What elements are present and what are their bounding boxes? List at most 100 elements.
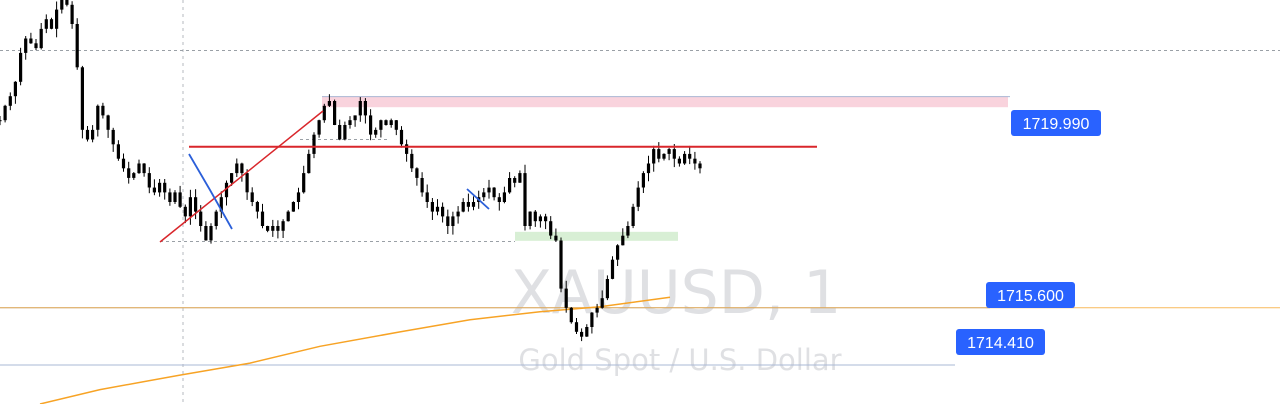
candle-body <box>399 129 404 145</box>
candle-body <box>39 28 43 49</box>
candle-body <box>564 288 568 308</box>
resistance-price-tag-bg <box>1011 110 1101 136</box>
candle-body <box>65 0 69 5</box>
candle-body <box>379 120 383 130</box>
drawings-layer <box>159 110 817 243</box>
candle-body <box>219 197 223 212</box>
candle-body <box>55 9 59 29</box>
candle-body <box>621 235 625 246</box>
candle-body <box>544 216 548 222</box>
candle-body <box>13 81 17 97</box>
candle-body <box>523 173 527 226</box>
candle-body <box>384 120 388 125</box>
candle-body <box>554 235 558 241</box>
candle-body <box>338 125 342 140</box>
candle-body <box>502 192 506 202</box>
moving-average-price-tag: 1715.600 <box>986 282 1075 308</box>
support-price-tag-text: 1714.410 <box>967 335 1034 352</box>
candle-body <box>677 158 681 164</box>
candle-body <box>672 149 676 159</box>
candle-body <box>348 120 352 125</box>
candle-body <box>24 38 28 53</box>
candle-body <box>286 211 290 222</box>
candle-body <box>605 279 609 299</box>
candle-body <box>178 192 182 207</box>
resistance-price-tag: 1719.990 <box>1011 110 1101 136</box>
candle-body <box>435 206 440 212</box>
candle-body <box>302 173 306 193</box>
candle-body <box>111 129 115 145</box>
candle-body <box>204 226 208 241</box>
candle-body <box>451 216 455 226</box>
candle-body <box>307 153 311 174</box>
candle-body <box>425 192 429 202</box>
candle-body <box>610 259 615 279</box>
candle-body <box>322 105 326 121</box>
candle-body <box>533 211 537 222</box>
candle-body <box>369 115 373 135</box>
candles-layer <box>0 0 702 342</box>
candle-body <box>441 206 445 217</box>
candle-body <box>461 202 465 212</box>
candle-body <box>199 211 203 226</box>
candle-body <box>595 307 599 313</box>
resistance-price-tag-text: 1719.990 <box>1023 116 1090 133</box>
candle-body <box>152 187 156 193</box>
candle-body <box>693 158 697 164</box>
candle-body <box>34 43 38 49</box>
supply-zone <box>322 96 1008 108</box>
candle-body <box>389 120 393 125</box>
moving-average-price-tag-bg <box>986 282 1075 308</box>
candle-body <box>549 221 553 236</box>
candle-body <box>446 216 450 226</box>
candle-body <box>363 101 367 116</box>
candle-body <box>85 129 90 140</box>
candle-body <box>518 173 522 183</box>
candle-body <box>667 149 671 154</box>
candle-body <box>333 101 337 125</box>
price-tags-layer: 1719.990 1715.600 1714.410 <box>956 110 1101 355</box>
candle-body <box>466 202 470 207</box>
candle-body <box>456 211 460 217</box>
candle-body <box>0 120 2 122</box>
candle-body <box>147 173 151 188</box>
candle-body <box>580 331 584 337</box>
watermark-description: Gold Spot / U.S. Dollar <box>518 343 841 377</box>
candle-body <box>240 163 244 174</box>
candle-body <box>80 67 84 130</box>
candle-body <box>631 206 635 226</box>
candle-body <box>209 226 213 241</box>
candle-body <box>405 144 409 154</box>
candle-body <box>230 173 234 183</box>
candle-body <box>245 173 249 193</box>
candle-body <box>420 178 424 193</box>
candle-body <box>374 129 378 135</box>
candle-body <box>487 187 491 193</box>
candle-body <box>194 197 198 212</box>
candle-body <box>600 298 604 308</box>
candle-body <box>683 153 687 164</box>
candle-body <box>163 182 167 193</box>
candle-body <box>343 125 347 140</box>
candle-body <box>127 168 131 178</box>
candle-body <box>60 0 64 10</box>
support-price-tag: 1714.410 <box>956 329 1045 355</box>
candle-body <box>590 312 594 327</box>
zigzag-down-1 <box>188 153 233 230</box>
candle-body <box>410 153 414 169</box>
candle-body <box>121 158 126 169</box>
candle-body <box>508 178 512 193</box>
candle-body <box>652 149 656 164</box>
candle-body <box>616 245 620 260</box>
candle-body <box>585 327 589 337</box>
candle-body <box>49 19 54 29</box>
candle-body <box>142 163 146 174</box>
candle-body <box>19 52 23 82</box>
candle-body <box>96 105 100 130</box>
support-price-tag-bg <box>956 329 1045 355</box>
zigzag-down-2 <box>466 188 490 210</box>
candle-body <box>266 226 270 231</box>
candle-body <box>394 120 398 130</box>
